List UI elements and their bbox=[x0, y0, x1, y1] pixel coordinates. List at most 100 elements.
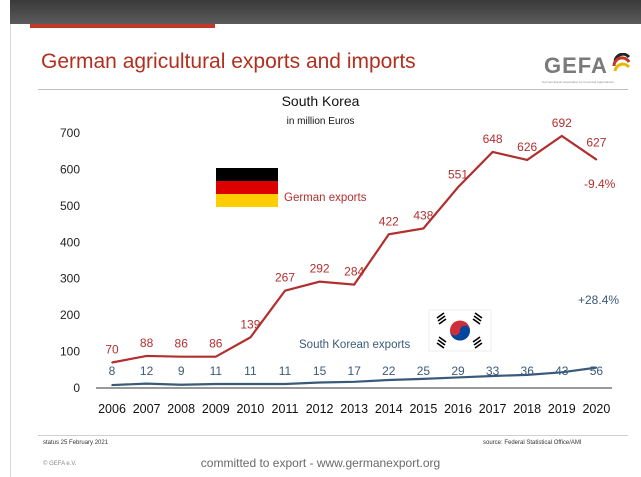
german-exports-point bbox=[526, 159, 528, 161]
data-label: 626 bbox=[517, 140, 537, 154]
data-label: 29 bbox=[451, 364, 465, 378]
south-korean-exports-change-label: +28.4% bbox=[578, 293, 619, 307]
south-korean-exports-point bbox=[491, 375, 494, 377]
data-label: 692 bbox=[552, 116, 572, 130]
chart-title: South Korea bbox=[281, 93, 360, 109]
german-exports-point bbox=[353, 283, 356, 286]
y-tick-label: 100 bbox=[60, 345, 80, 359]
south-korean-exports-point bbox=[595, 366, 598, 369]
data-label: 648 bbox=[483, 132, 503, 146]
data-label: 88 bbox=[140, 336, 154, 350]
gefa-logo-text: GEFA bbox=[544, 53, 608, 78]
german-flag-icon bbox=[216, 168, 278, 207]
south-korean-exports-point bbox=[353, 381, 356, 383]
german-exports-change-label: -9.4% bbox=[584, 177, 616, 191]
x-tick-label: 2011 bbox=[272, 402, 299, 416]
data-label: 43 bbox=[555, 364, 569, 378]
data-label: 422 bbox=[379, 214, 399, 228]
data-label: 11 bbox=[210, 364, 223, 378]
data-label: 12 bbox=[140, 364, 154, 378]
german-exports-point bbox=[284, 289, 286, 292]
x-tick-label: 2015 bbox=[409, 402, 437, 416]
x-tick-label: 2014 bbox=[375, 402, 403, 416]
data-label: 284 bbox=[344, 265, 364, 279]
data-label: 22 bbox=[382, 364, 396, 378]
title-rule bbox=[38, 89, 628, 90]
y-tick-label: 300 bbox=[60, 272, 80, 286]
x-tick-label: 2020 bbox=[582, 402, 610, 416]
y-tick-label: 400 bbox=[60, 235, 80, 249]
south-korean-exports-point bbox=[111, 384, 113, 386]
south-korean-exports-point bbox=[180, 383, 182, 386]
german-exports-point bbox=[249, 336, 252, 339]
x-tick-label: 2016 bbox=[444, 402, 472, 416]
south-korean-exports-point bbox=[284, 383, 286, 385]
x-tick-label: 2013 bbox=[340, 402, 368, 416]
south-korean-exports-point bbox=[457, 376, 459, 379]
german-exports-point bbox=[180, 355, 182, 358]
top-bar bbox=[10, 0, 641, 24]
data-label: 25 bbox=[417, 364, 431, 378]
data-label: 551 bbox=[448, 167, 468, 181]
german-exports-line bbox=[111, 134, 598, 364]
data-label: 627 bbox=[586, 136, 606, 150]
german-exports-point bbox=[561, 135, 563, 137]
data-label: 8 bbox=[109, 364, 116, 378]
german-exports-point bbox=[422, 227, 425, 230]
footer-rule bbox=[38, 435, 628, 436]
data-label: 86 bbox=[209, 337, 223, 351]
slide-title: German agricultural exports and imports bbox=[41, 50, 416, 73]
german-exports-point bbox=[111, 361, 113, 364]
data-label: 15 bbox=[313, 364, 327, 378]
copyright-note: © GEFA e.V. bbox=[43, 461, 77, 467]
data-label: 33 bbox=[486, 364, 500, 378]
x-tick-label: 2008 bbox=[167, 402, 195, 416]
data-label: 292 bbox=[310, 262, 330, 276]
x-tick-label: 2019 bbox=[548, 402, 576, 416]
x-tick-label: 2007 bbox=[133, 402, 161, 416]
south-korean-exports-point bbox=[561, 371, 563, 374]
title-accent-bar bbox=[30, 24, 215, 28]
data-label: 70 bbox=[105, 343, 119, 357]
data-label: 56 bbox=[590, 364, 604, 378]
y-tick-label: 600 bbox=[60, 162, 80, 176]
source-note: source: Federal Statistical Office/AMI bbox=[483, 440, 582, 446]
y-tick-label: 500 bbox=[60, 199, 80, 213]
german-exports-point bbox=[595, 158, 598, 161]
data-label: 139 bbox=[240, 317, 260, 331]
data-label: 86 bbox=[175, 337, 189, 351]
german-exports-point bbox=[457, 186, 459, 189]
x-tick-label: 2018 bbox=[513, 402, 541, 416]
south-korean-exports-point bbox=[422, 378, 425, 380]
frame-line bbox=[10, 24, 11, 477]
data-label: 9 bbox=[178, 364, 185, 378]
german-exports-point bbox=[388, 233, 390, 236]
data-label: 11 bbox=[279, 364, 292, 378]
german-exports-point bbox=[318, 280, 321, 283]
south-korean-flag-icon bbox=[428, 309, 492, 352]
y-tick-label: 200 bbox=[60, 308, 80, 322]
y-tick-label: 700 bbox=[60, 126, 80, 140]
south-korean-exports-point bbox=[318, 381, 321, 384]
status-note: status 25 February 2021 bbox=[43, 440, 109, 446]
data-label: 36 bbox=[521, 364, 535, 378]
south-korean-exports-point bbox=[526, 374, 528, 376]
y-tick-label: 0 bbox=[73, 381, 80, 395]
german-exports-series-label: German exports bbox=[284, 192, 367, 204]
data-label: 267 bbox=[275, 271, 295, 285]
x-tick-label: 2012 bbox=[306, 402, 334, 416]
x-tick-label: 2006 bbox=[98, 402, 126, 416]
german-exports-point bbox=[491, 151, 494, 153]
gefa-logo-mark-icon bbox=[612, 53, 630, 72]
gefa-logo-tagline: German Export Association for Food and A… bbox=[542, 80, 614, 84]
x-tick-label: 2009 bbox=[202, 402, 230, 416]
footer-slogan: committed to export - www.germanexport.o… bbox=[200, 456, 441, 470]
x-tick-label: 2017 bbox=[479, 402, 507, 416]
german-exports-point bbox=[215, 355, 217, 358]
south-korean-exports-point bbox=[215, 383, 217, 385]
x-tick-label: 2010 bbox=[236, 402, 264, 416]
south-korean-exports-point bbox=[249, 383, 252, 385]
german-exports-point bbox=[145, 355, 148, 357]
chart-subtitle: in million Euros bbox=[286, 116, 355, 127]
